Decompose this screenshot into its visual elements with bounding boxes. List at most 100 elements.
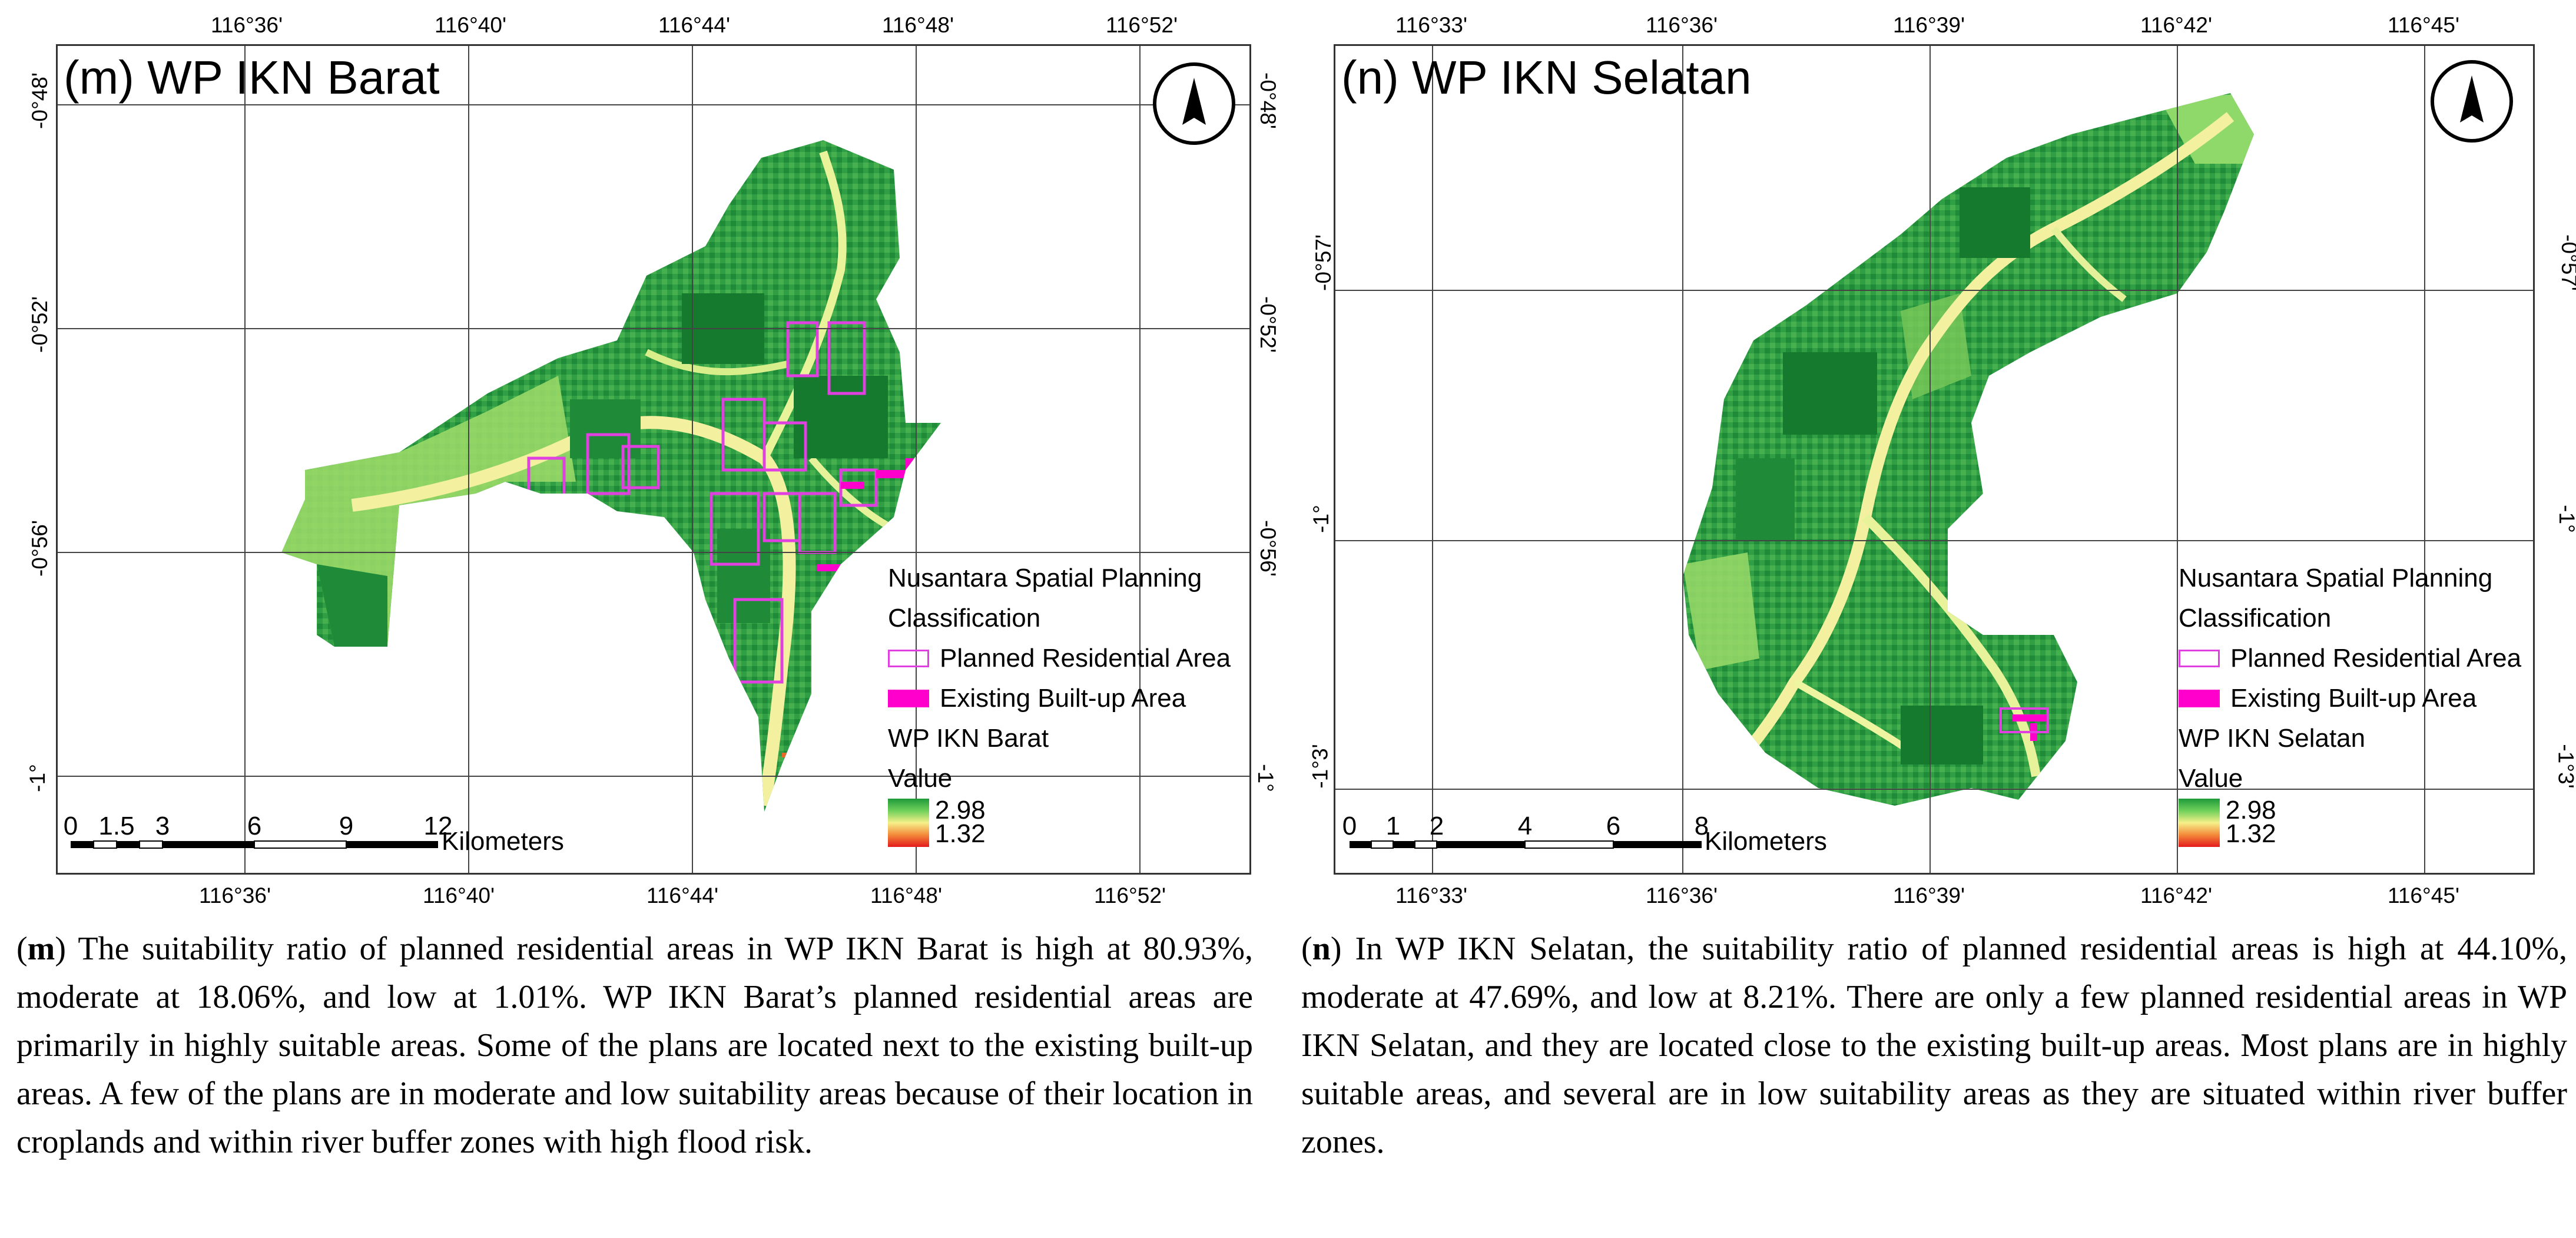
ramp-high-label: 2.98: [2226, 796, 2276, 825]
scale-tick: 9: [339, 812, 354, 840]
scale-tick: 8: [1694, 812, 1709, 840]
bottom-tick-label: 116°44': [647, 883, 719, 908]
legend-heading: Classification: [2179, 604, 2332, 633]
north-arrow-icon: [2431, 60, 2513, 143]
legend-value-label: Value: [2179, 764, 2243, 793]
scale-tick: 3: [155, 812, 170, 840]
top-tick-label: 116°33': [1395, 13, 1468, 37]
top-tick-label: 116°40': [435, 13, 507, 37]
bottom-tick-label: 116°36': [1646, 883, 1718, 908]
bottom-tick-label: 116°52': [1094, 883, 1166, 908]
bottom-tick-label: 116°48': [870, 883, 943, 908]
suitability-raster: [281, 140, 941, 812]
legend-layer-name: WP IKN Barat: [888, 724, 1049, 753]
caption-text: The suitability ratio of planned residen…: [16, 931, 1254, 1160]
caption-m: (m) The suitability ratio of planned res…: [16, 931, 1254, 1160]
top-tick-label: 116°39': [1893, 13, 1965, 37]
color-ramp: [888, 799, 929, 847]
legend-ramp: 2.98 1.32: [2179, 796, 2521, 852]
legend-ramp: 2.98 1.32: [888, 796, 1231, 852]
legend-item-existing: Existing Built-up Area: [888, 678, 1231, 719]
left-tick-label: -1°3': [1308, 744, 1332, 789]
existing-swatch: [2179, 690, 2220, 707]
left-tick-label: -1°: [25, 764, 49, 792]
map-legend: Nusantara Spatial Planning Classificatio…: [888, 558, 1231, 852]
legend-item-planned: Planned Residential Area: [2179, 638, 2521, 678]
top-tick-label: 116°52': [1106, 13, 1178, 37]
planned-swatch: [2179, 650, 2220, 667]
scale-bar: 0 1.5 3 6 9 12 Kilometers: [63, 812, 564, 856]
right-tick-label: -0°56': [1255, 520, 1280, 577]
scale-tick: 2: [1429, 812, 1444, 840]
map-canvas: [1335, 46, 2533, 873]
right-tick-label: -1°3': [2554, 744, 2576, 789]
bottom-tick-label: 116°39': [1893, 883, 1965, 908]
scale-tick: 1: [1385, 812, 1401, 840]
legend-item-planned: Planned Residential Area: [888, 638, 1231, 678]
legend-heading: Nusantara Spatial Planning: [2179, 564, 2493, 592]
right-tick-label: -0°57': [2557, 234, 2576, 291]
legend-label: Planned Residential Area: [940, 644, 1231, 673]
legend-layer-name: WP IKN Selatan: [2179, 724, 2366, 753]
left-tick-label: -0°56': [27, 520, 52, 577]
map-frame: (n) WP IKN Selatan Nusantara Spatial Pla…: [1334, 44, 2535, 875]
scale-unit: Kilometers: [1705, 827, 1827, 856]
bottom-tick-label: 116°40': [423, 883, 495, 908]
scale-tick: 12: [423, 812, 453, 840]
scale-bar-graphic: [1350, 840, 1702, 849]
legend-heading: Classification: [888, 604, 1041, 633]
scale-unit: Kilometers: [442, 827, 564, 856]
scale-tick: 6: [1606, 812, 1621, 840]
scale-tick: 1.5: [98, 812, 135, 840]
graticule: [1335, 46, 2533, 873]
right-tick-label: -1°: [1253, 764, 1278, 792]
right-tick-label: -0°48': [1255, 72, 1280, 129]
bottom-tick-label: 116°42': [2140, 883, 2213, 908]
top-tick-label: 116°45': [2388, 13, 2460, 37]
right-tick-label: -0°52': [1255, 296, 1280, 353]
color-ramp: [2179, 799, 2220, 847]
scale-bar-graphic: [71, 840, 438, 849]
left-tick-label: -1°: [1308, 505, 1333, 533]
caption-label: m: [27, 931, 55, 967]
left-tick-label: -0°48': [27, 72, 52, 129]
caption-text: In WP IKN Selatan, the suitability ratio…: [1301, 931, 2568, 1160]
map-title: (m) WP IKN Barat: [64, 51, 440, 104]
legend-heading: Nusantara Spatial Planning: [888, 564, 1202, 592]
map-legend: Nusantara Spatial Planning Classificatio…: [2179, 558, 2521, 852]
scale-tick: 6: [247, 812, 262, 840]
map-frame: (m) WP IKN Barat Nusantara Spatial Plann…: [56, 44, 1251, 875]
bottom-tick-label: 116°45': [2388, 883, 2460, 908]
ramp-high-label: 2.98: [935, 796, 986, 825]
top-tick-label: 116°36': [1646, 13, 1718, 37]
map-canvas: [58, 46, 1249, 873]
scale-bar: 0 1 2 4 6 8 Kilometers: [1342, 812, 1872, 856]
planned-swatch: [888, 650, 929, 667]
legend-label: Planned Residential Area: [2230, 644, 2522, 673]
map-title: (n) WP IKN Selatan: [1341, 51, 1752, 104]
legend-label: Existing Built-up Area: [2230, 684, 2477, 713]
legend-label: Existing Built-up Area: [940, 684, 1186, 713]
top-tick-label: 116°48': [882, 13, 954, 37]
right-tick-label: -1°: [2554, 505, 2576, 533]
bottom-tick-label: 116°36': [199, 883, 271, 908]
map-panel-selatan: 116°33' 116°36' 116°39' 116°42' 116°45' …: [1287, 0, 2576, 1160]
map-panel-barat: 116°36' 116°40' 116°44' 116°48' 116°52' …: [0, 0, 1280, 1160]
north-arrow-icon: [1153, 62, 1235, 145]
scale-tick: 4: [1517, 812, 1533, 840]
ramp-low-label: 1.32: [935, 819, 986, 848]
scale-tick: 0: [1342, 812, 1357, 840]
top-tick-label: 116°42': [2140, 13, 2213, 37]
existing-swatch: [888, 690, 929, 707]
top-tick-label: 116°44': [658, 13, 731, 37]
legend-value-label: Value: [888, 764, 953, 793]
left-tick-label: -0°57': [1311, 234, 1335, 291]
caption-label: n: [1312, 931, 1331, 967]
scale-tick: 0: [63, 812, 78, 840]
graticule: [58, 46, 1249, 873]
caption-n: (n) In WP IKN Selatan, the suitability r…: [1301, 931, 2568, 1160]
legend-item-existing: Existing Built-up Area: [2179, 678, 2521, 719]
left-tick-label: -0°52': [27, 296, 52, 353]
ramp-low-label: 1.32: [2226, 819, 2276, 848]
top-tick-label: 116°36': [211, 13, 283, 37]
